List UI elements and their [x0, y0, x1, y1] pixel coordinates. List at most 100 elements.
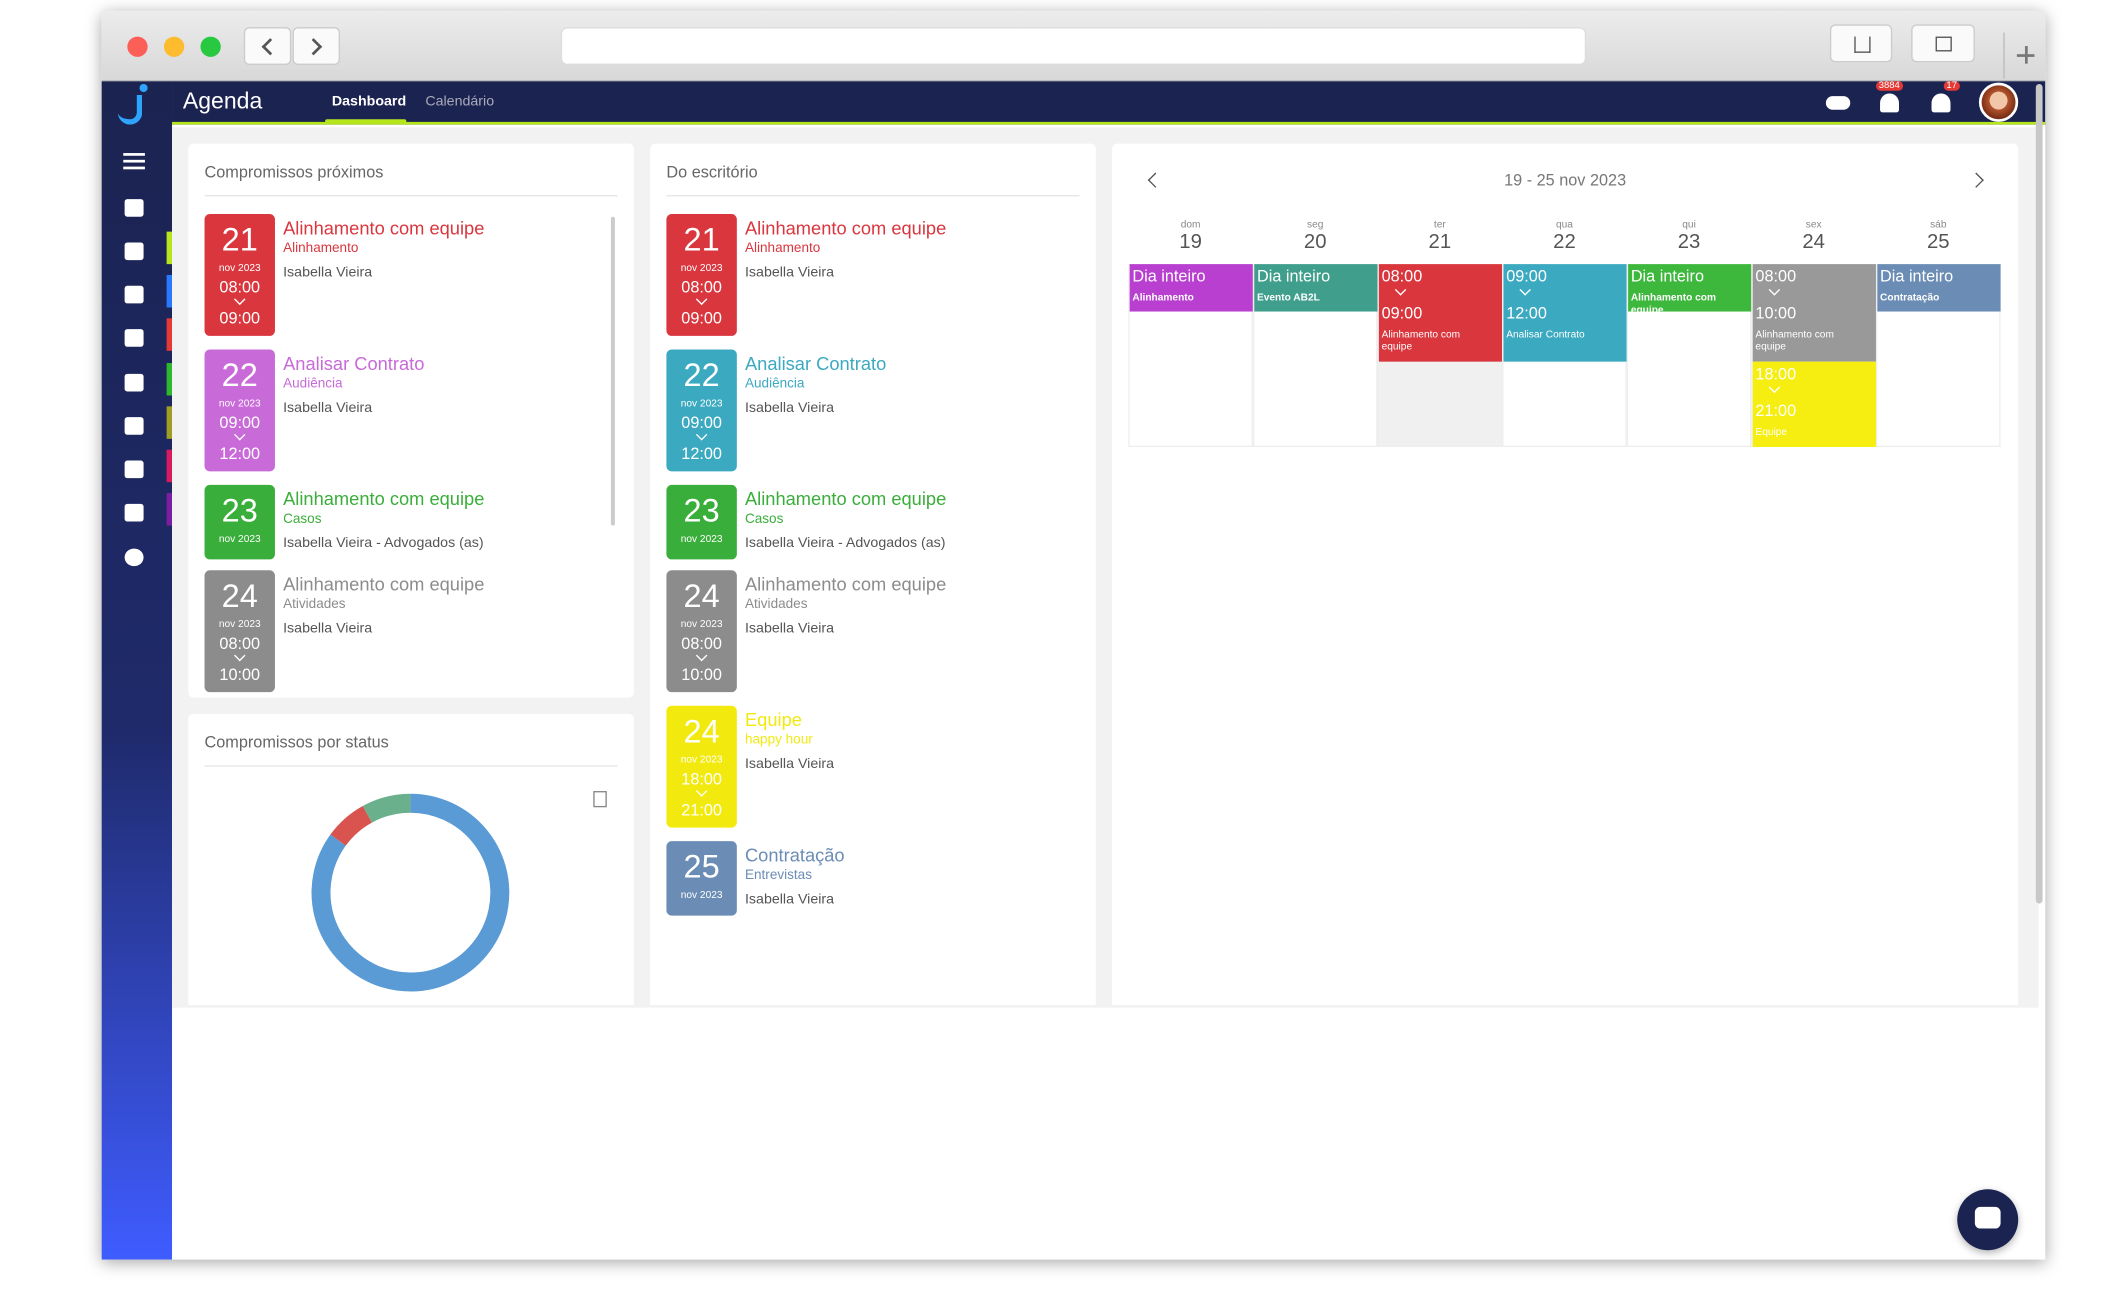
menu-icon[interactable]: [123, 153, 145, 170]
end-time: 12:00: [681, 444, 722, 464]
nav-icon[interactable]: [124, 329, 144, 347]
item-title: Alinhamento com equipe: [744, 574, 947, 595]
event-start: 08:00: [1381, 266, 1423, 286]
calendar-event[interactable]: 09:00 12:00 Analisar Contrato: [1503, 264, 1627, 362]
agenda-item[interactable]: 24 nov 2023 08:00 10:00 Alinhamento com equi…: [666, 570, 1072, 693]
event-start: 08:00: [1755, 266, 1797, 286]
day-number: 21: [1428, 230, 1452, 254]
event-label: Dia inteiro: [1256, 266, 1331, 286]
donut-segment: [362, 793, 411, 823]
agenda-item[interactable]: 24 nov 2023 18:00 21:00 Equipe happy hour Isab…: [666, 705, 1072, 828]
item-title: Alinhamento com equipe: [744, 488, 947, 510]
tabs-button[interactable]: [1911, 24, 1975, 63]
item-category: Audiência: [283, 376, 343, 392]
forward-button[interactable]: [292, 27, 340, 66]
app-header: Agenda Dashboard Calendário 3884 17: [172, 81, 2046, 125]
date-block: 24 nov 2023 08:00 10:00: [666, 570, 737, 693]
alert-icon[interactable]: [1931, 93, 1951, 113]
minimize-button[interactable]: [163, 36, 185, 57]
day: 25: [683, 849, 720, 886]
chat-button[interactable]: [1957, 1189, 2019, 1251]
nav-icon[interactable]: [124, 242, 144, 261]
share-button[interactable]: [1829, 24, 1893, 63]
nav-icon[interactable]: [124, 503, 144, 522]
agenda-item[interactable]: 22 nov 2023 09:00 12:00 Analisar Contrato Aud…: [204, 349, 611, 472]
calendar-event[interactable]: Dia inteiro Alinhamento: [1129, 264, 1253, 312]
date-block: 21 nov 2023 08:00 09:00: [204, 214, 275, 336]
end-time: 09:00: [219, 308, 261, 328]
export-icon[interactable]: [593, 791, 607, 808]
agenda-item[interactable]: 21 nov 2023 08:00 09:00 Alinhamento com equi…: [666, 214, 1072, 336]
day: 24: [221, 578, 258, 615]
date-block: 24 nov 2023 08:00 10:00: [204, 570, 275, 693]
event-title: Evento AB2L: [1256, 291, 1320, 304]
address-bar[interactable]: [560, 27, 1587, 66]
agenda-item[interactable]: 21 nov 2023 08:00 09:00 Alinhamento com equi…: [204, 214, 611, 336]
item-category: Atividades: [744, 597, 808, 613]
start-time: 08:00: [681, 633, 722, 653]
date-block: 23 nov 2023: [666, 484, 737, 560]
item-people: Isabella Vieira - Advogados (as): [283, 535, 484, 552]
event-title: Equipe: [1755, 425, 1788, 438]
date-block: 22 nov 2023 09:00 12:00: [204, 349, 275, 472]
avatar[interactable]: [1978, 82, 2019, 122]
zoom-button[interactable]: [200, 36, 221, 57]
nav-icon[interactable]: [124, 460, 144, 479]
new-tab-button[interactable]: [2003, 32, 2045, 79]
chevron: [1768, 381, 1781, 394]
month: nov 2023: [218, 261, 261, 274]
month: nov 2023: [218, 617, 261, 630]
calendar-event[interactable]: Dia inteiro Contratação: [1877, 264, 2001, 312]
event-end: 10:00: [1755, 303, 1797, 323]
event-end: 21:00: [1755, 400, 1797, 420]
item-people: Isabella Vieira: [283, 399, 373, 416]
agenda-item[interactable]: 22 nov 2023 09:00 12:00 Analisar Contrato Aud…: [666, 349, 1072, 472]
calendar-event[interactable]: Dia inteiro Alinhamento com equipe: [1628, 264, 1752, 312]
calendar-event[interactable]: Dia inteiro Evento AB2L: [1254, 264, 1378, 312]
nav-icon[interactable]: [124, 417, 144, 435]
month: nov 2023: [218, 396, 261, 410]
event-start: 09:00: [1506, 266, 1547, 286]
chevron: [1519, 284, 1531, 296]
agenda-item[interactable]: 25 nov 2023 Contratação Entrevistas Isabella…: [666, 841, 1072, 916]
nav-indicator: [166, 318, 173, 351]
nav-icon[interactable]: [124, 285, 144, 304]
back-button[interactable]: [243, 27, 292, 66]
agenda-item[interactable]: 23 nov 2023 Alinhamento com equipe Casos Isa…: [204, 484, 611, 560]
item-category: Atividades: [283, 597, 346, 613]
app-title: Agenda: [182, 88, 263, 114]
tab[interactable]: Calendário: [425, 93, 495, 110]
nav-icon[interactable]: [124, 548, 144, 567]
nav-indicator: [166, 493, 173, 526]
item-category: Entrevistas: [744, 868, 812, 884]
nav-icon[interactable]: [124, 199, 144, 217]
weekday: sáb: [1930, 218, 1947, 231]
cloud-icon[interactable]: [1825, 96, 1851, 110]
weekday: dom: [1180, 218, 1201, 231]
nav-icon[interactable]: [124, 373, 144, 392]
close-button[interactable]: [127, 36, 148, 57]
scrollbar: [2035, 83, 2043, 904]
day: 24: [683, 713, 720, 751]
agenda-item[interactable]: 23 nov 2023 Alinhamento com equipe Casos Isa…: [666, 484, 1072, 560]
panel-title: Compromissos por status: [204, 732, 389, 752]
month: nov 2023: [680, 617, 723, 630]
calendar-event[interactable]: 18:00 21:00 Equipe: [1752, 361, 1876, 447]
day-number: 20: [1303, 230, 1327, 254]
weekday: seg: [1307, 218, 1324, 231]
calendar-event[interactable]: 08:00 10:00 Alinhamento com equipe: [1752, 264, 1876, 362]
chevron: [1394, 284, 1407, 296]
item-people: Isabella Vieira: [744, 264, 835, 281]
month: nov 2023: [218, 532, 261, 545]
tab[interactable]: Dashboard: [331, 93, 407, 110]
event-start: 18:00: [1755, 364, 1797, 384]
date-block: 23 nov 2023: [204, 484, 275, 560]
agenda-item[interactable]: 24 nov 2023 08:00 10:00 Alinhamento com equi…: [204, 570, 611, 693]
item-people: Isabella Vieira: [283, 264, 373, 281]
day-number: 24: [1802, 230, 1825, 254]
calendar-panel: 19 - 25 nov 2023 dom 19 Dia inteiro Alinham…: [1112, 143, 2019, 1006]
calendar-event[interactable]: 08:00 09:00 Alinhamento com equipe: [1378, 264, 1503, 362]
bell-icon[interactable]: [1880, 93, 1900, 113]
